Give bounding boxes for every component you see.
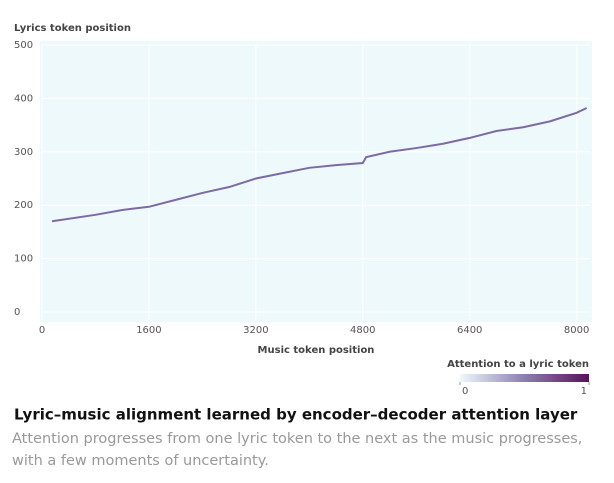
x-tick-label: 3200	[243, 325, 268, 336]
x-tick-label: 8000	[564, 325, 589, 336]
colorbar-tick-label: 0	[462, 386, 468, 397]
attention-line	[51, 107, 588, 223]
chart-title: Lyric–music alignment learned by encoder…	[14, 406, 578, 424]
x-tick-label: 0	[39, 325, 45, 336]
y-tick-label: 100	[14, 254, 33, 265]
x-axis-title: Music token position	[258, 345, 375, 356]
y-axis-title: Lyrics token position	[14, 23, 131, 34]
subtitle: Attention progresses from one lyric toke…	[12, 431, 583, 469]
colorbar	[460, 374, 589, 382]
colorbar-label: Attention to a lyric token	[447, 359, 589, 370]
x-tick-label: 6400	[457, 325, 482, 336]
subtitle-box: Attention progresses from one lyric toke…	[12, 431, 583, 469]
y-tick-label: 500	[14, 40, 33, 51]
x-tick-label: 4800	[350, 325, 375, 336]
y-tick-label: 200	[14, 200, 33, 211]
y-tick-label: 300	[14, 147, 33, 158]
plot-area	[40, 41, 592, 322]
x-tick-label: 1600	[136, 325, 161, 336]
colorbar-tick-label: 1	[581, 386, 587, 397]
y-tick-label: 400	[14, 93, 33, 104]
y-tick-label: 0	[14, 307, 20, 318]
